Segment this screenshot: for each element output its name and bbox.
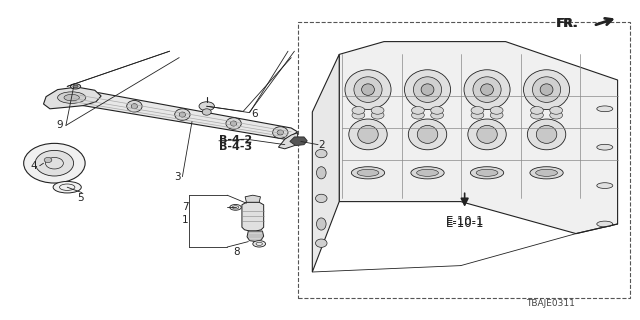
Text: E-10-1: E-10-1 (445, 215, 484, 228)
Text: FR.: FR. (557, 17, 579, 29)
Ellipse shape (550, 107, 563, 114)
Polygon shape (67, 93, 298, 139)
Ellipse shape (371, 107, 384, 114)
Ellipse shape (316, 149, 327, 158)
Polygon shape (245, 195, 260, 202)
Ellipse shape (417, 169, 438, 176)
Ellipse shape (476, 169, 498, 176)
Ellipse shape (277, 130, 284, 135)
Polygon shape (278, 133, 298, 149)
Ellipse shape (351, 167, 385, 179)
Ellipse shape (345, 70, 391, 109)
Ellipse shape (316, 167, 326, 179)
Polygon shape (312, 54, 339, 272)
Ellipse shape (44, 157, 52, 163)
Text: FR.: FR. (556, 17, 578, 29)
Ellipse shape (550, 111, 563, 119)
Ellipse shape (352, 111, 365, 119)
Ellipse shape (408, 119, 447, 150)
Ellipse shape (73, 85, 78, 88)
Text: 2: 2 (318, 140, 324, 150)
Ellipse shape (540, 84, 553, 95)
Ellipse shape (464, 70, 510, 109)
Ellipse shape (357, 169, 379, 176)
Ellipse shape (596, 221, 613, 227)
Ellipse shape (412, 111, 424, 119)
Ellipse shape (316, 239, 327, 247)
Text: B-4-3: B-4-3 (219, 142, 252, 152)
Polygon shape (247, 231, 264, 242)
Ellipse shape (70, 84, 81, 89)
Text: 8: 8 (234, 247, 240, 257)
Text: B-4-2: B-4-2 (219, 135, 252, 145)
Ellipse shape (179, 112, 186, 117)
Ellipse shape (411, 167, 444, 179)
Ellipse shape (253, 241, 266, 247)
Ellipse shape (64, 94, 79, 101)
Ellipse shape (358, 125, 378, 143)
Ellipse shape (490, 107, 503, 114)
Text: 1: 1 (182, 215, 189, 225)
Ellipse shape (596, 144, 613, 150)
Text: E-10-1: E-10-1 (445, 217, 484, 230)
Ellipse shape (412, 107, 424, 114)
Ellipse shape (273, 127, 288, 138)
Ellipse shape (58, 92, 86, 103)
Ellipse shape (536, 169, 557, 176)
Ellipse shape (131, 104, 138, 109)
Ellipse shape (527, 119, 566, 150)
Ellipse shape (349, 119, 387, 150)
Text: 9: 9 (56, 120, 63, 131)
Ellipse shape (127, 100, 142, 112)
Ellipse shape (316, 194, 327, 203)
Ellipse shape (354, 77, 382, 102)
Ellipse shape (481, 84, 493, 95)
Ellipse shape (477, 125, 497, 143)
Ellipse shape (473, 77, 501, 102)
Ellipse shape (226, 118, 241, 129)
Ellipse shape (532, 77, 561, 102)
Text: 4: 4 (31, 161, 37, 171)
Text: TBAJE0311: TBAJE0311 (526, 299, 575, 308)
Ellipse shape (431, 111, 444, 119)
Ellipse shape (35, 150, 74, 176)
Polygon shape (290, 137, 307, 146)
Ellipse shape (596, 183, 613, 188)
Ellipse shape (371, 111, 384, 119)
Text: 7: 7 (182, 202, 189, 212)
Ellipse shape (524, 70, 570, 109)
Ellipse shape (421, 84, 434, 95)
Polygon shape (339, 42, 618, 234)
Ellipse shape (202, 109, 211, 115)
Text: 5: 5 (77, 193, 83, 203)
Ellipse shape (536, 125, 557, 143)
Ellipse shape (471, 111, 484, 119)
Ellipse shape (431, 107, 444, 114)
Text: 6: 6 (251, 108, 257, 119)
Ellipse shape (470, 167, 504, 179)
Ellipse shape (471, 107, 484, 114)
Ellipse shape (362, 84, 374, 95)
Polygon shape (242, 202, 264, 231)
Ellipse shape (230, 121, 237, 126)
Bar (298, 22, 630, 298)
Ellipse shape (175, 109, 190, 120)
Ellipse shape (53, 181, 81, 193)
Ellipse shape (413, 77, 442, 102)
Ellipse shape (417, 125, 438, 143)
Ellipse shape (404, 70, 451, 109)
Text: 3: 3 (174, 172, 180, 182)
Ellipse shape (596, 106, 613, 112)
Ellipse shape (199, 102, 214, 111)
Ellipse shape (352, 107, 365, 114)
Ellipse shape (230, 204, 241, 210)
Ellipse shape (468, 119, 506, 150)
Ellipse shape (316, 218, 326, 230)
Ellipse shape (531, 107, 543, 114)
Ellipse shape (530, 167, 563, 179)
Ellipse shape (531, 111, 543, 119)
Ellipse shape (490, 111, 503, 119)
Ellipse shape (24, 143, 85, 183)
Polygon shape (44, 87, 101, 109)
